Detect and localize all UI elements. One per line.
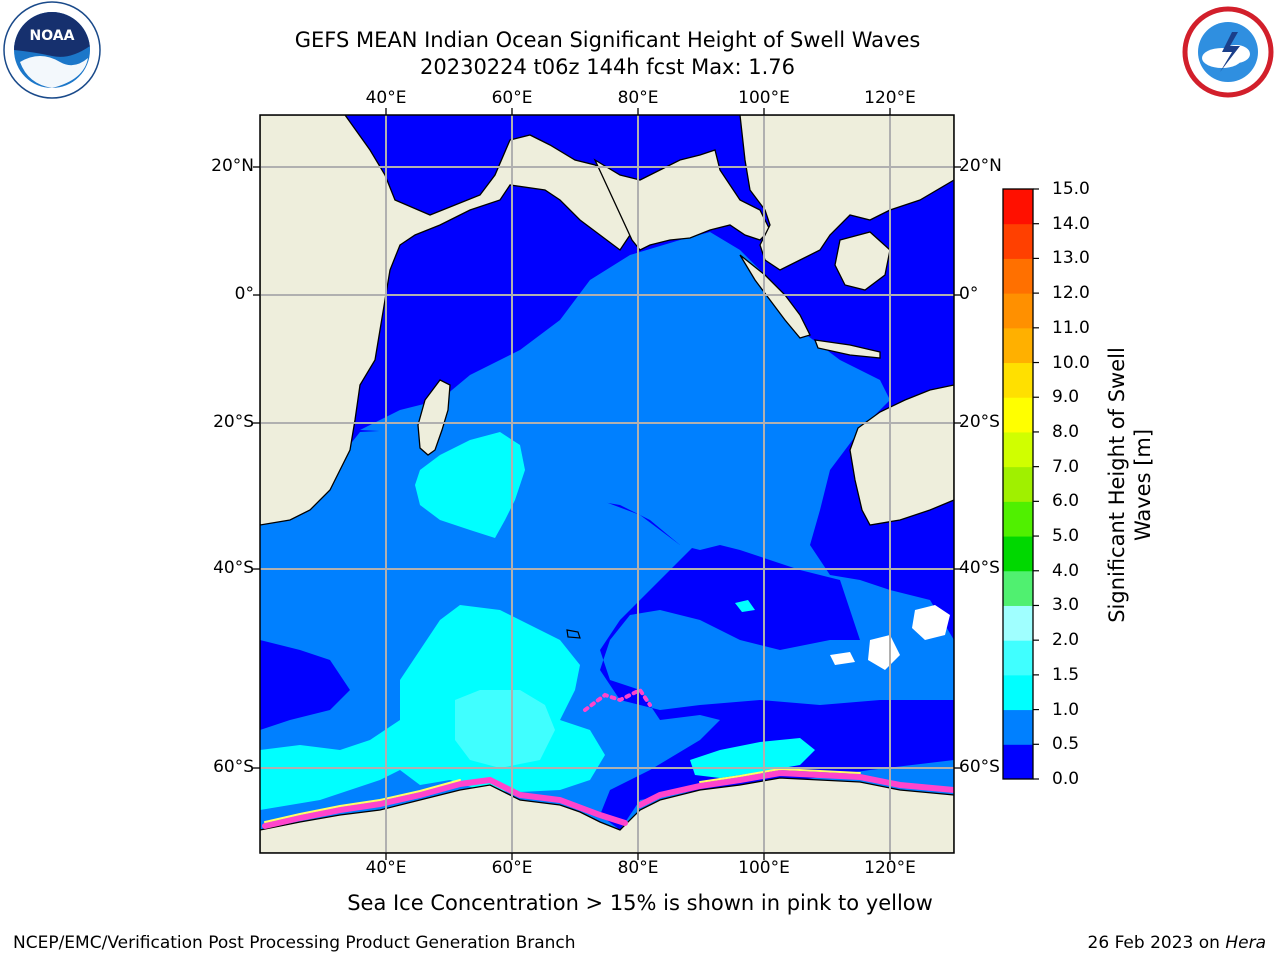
colorbar-label: 13.0 [1052,248,1090,269]
lon-tick-label-bottom: 60°E [491,858,533,878]
colorbar-swatch [1003,431,1033,468]
lat-tick-label-left: 60°S [213,757,254,777]
ocean-band-15-20 [455,690,555,768]
lat-tick-label-left: 40°S [213,558,254,578]
noaa-logo-text: NOAA [30,28,75,44]
lon-tick-label-bottom: 120°E [864,858,916,878]
land-sumatra [739,254,811,339]
colorbar-label: 1.5 [1052,664,1080,685]
map-frame [259,114,955,854]
colorbar-swatch [1003,189,1033,225]
colorbar-swatch [1003,258,1033,294]
no-data-patches [830,605,950,670]
lat-tick-label-right: 20°N [959,156,1002,176]
colorbar-swatch [1003,605,1033,641]
credit-date-prefix: 26 Feb 2023 on [1087,933,1226,953]
lon-tick-label-bottom: 80°E [617,858,659,878]
noaa-logo: NOAA [3,1,101,99]
map-subtitle: 20230224 t06z 144h fcst Max: 1.76 [420,55,795,79]
lon-tick-label-top: 120°E [864,88,916,108]
colorbar-swatch [1003,466,1033,502]
land-madagascar [417,379,451,456]
colorbar-label: 4.0 [1052,560,1080,581]
credit-branch: NCEP/EMC/Verification Post Processing Pr… [13,933,576,953]
land-antarctica [260,777,954,853]
lon-tick-label-top: 100°E [738,88,790,108]
lat-tick-label-left: 20°N [211,156,254,176]
kerguelen-island [566,629,581,639]
colorbar-label: 6.0 [1052,491,1080,512]
colorbar-swatch [1003,570,1033,606]
colorbar-swatch [1003,709,1033,745]
colorbar-swatch [1003,674,1033,711]
credit-machine: Hera [1225,933,1266,953]
colorbar-swatch [1003,327,1033,364]
lon-tick-label-bottom: 40°E [365,858,407,878]
lon-tick-label-top: 40°E [365,88,407,108]
lat-tick-label-right: 0° [959,284,979,304]
credit-date: 26 Feb 2023 on Hera [1088,933,1266,953]
colorbar-swatch [1003,362,1033,398]
tick-marks [253,108,961,860]
map-title: GEFS MEAN Indian Ocean Significant Heigh… [294,28,921,52]
colorbar-title-line1: Significant Height of Swell [1105,347,1129,623]
sea-ice-footnote: Sea Ice Concentration > 15% is shown in … [347,891,933,915]
colorbar-label: 9.0 [1052,387,1080,408]
sea-ice [262,687,954,829]
lat-tick-label-right: 40°S [959,558,1000,578]
colorbar-label: 12.0 [1052,283,1090,304]
colorbar-swatch [1003,744,1033,780]
colorbar-label: 14.0 [1052,213,1090,234]
land-borneo [834,231,891,291]
lon-tick-label-bottom: 100°E [738,858,790,878]
colorbar-title: Significant Height of Swell Waves [m] [1104,347,1156,623]
nws-logo [1182,6,1274,98]
colorbar-label: 2.0 [1052,630,1080,651]
lat-tick-label-left: 0° [234,284,254,304]
gridlines [260,115,954,853]
colorbar-swatch [1003,293,1033,329]
colorbar-swatch [1003,223,1033,259]
lat-tick-label-right: 20°S [959,412,1000,432]
colorbar-swatch [1003,501,1033,537]
colorbar-label: 0.5 [1052,734,1080,755]
colorbar-label: 8.0 [1052,421,1080,442]
lon-tick-label-top: 60°E [491,88,533,108]
colorbar-label: 11.0 [1052,317,1090,338]
colorbar-label: 7.0 [1052,456,1080,477]
land-java [814,339,881,359]
land-se-asia [739,115,954,271]
lon-tick-label-top: 80°E [617,88,659,108]
land-africa [260,115,641,526]
colorbar-swatch [1003,397,1033,433]
colorbar-label: 3.0 [1052,595,1080,616]
lat-tick-label-right: 60°S [959,757,1000,777]
colorbar-title-line2: Waves [m] [1131,428,1155,542]
colorbar-frame [1002,188,1034,780]
colorbar-label: 15.0 [1052,179,1090,199]
lat-tick-label-left: 20°S [213,412,254,432]
land-australia [849,384,954,526]
colorbar-label: 10.0 [1052,352,1090,373]
colorbar-swatch [1003,536,1033,572]
colorbar-label: 5.0 [1052,526,1080,547]
colorbar-label: 1.0 [1052,699,1080,720]
colorbar [1003,188,1039,780]
colorbar-swatch [1003,640,1033,676]
ocean-band-05-10-central [360,232,890,550]
colorbar-label: 0.0 [1052,769,1080,789]
